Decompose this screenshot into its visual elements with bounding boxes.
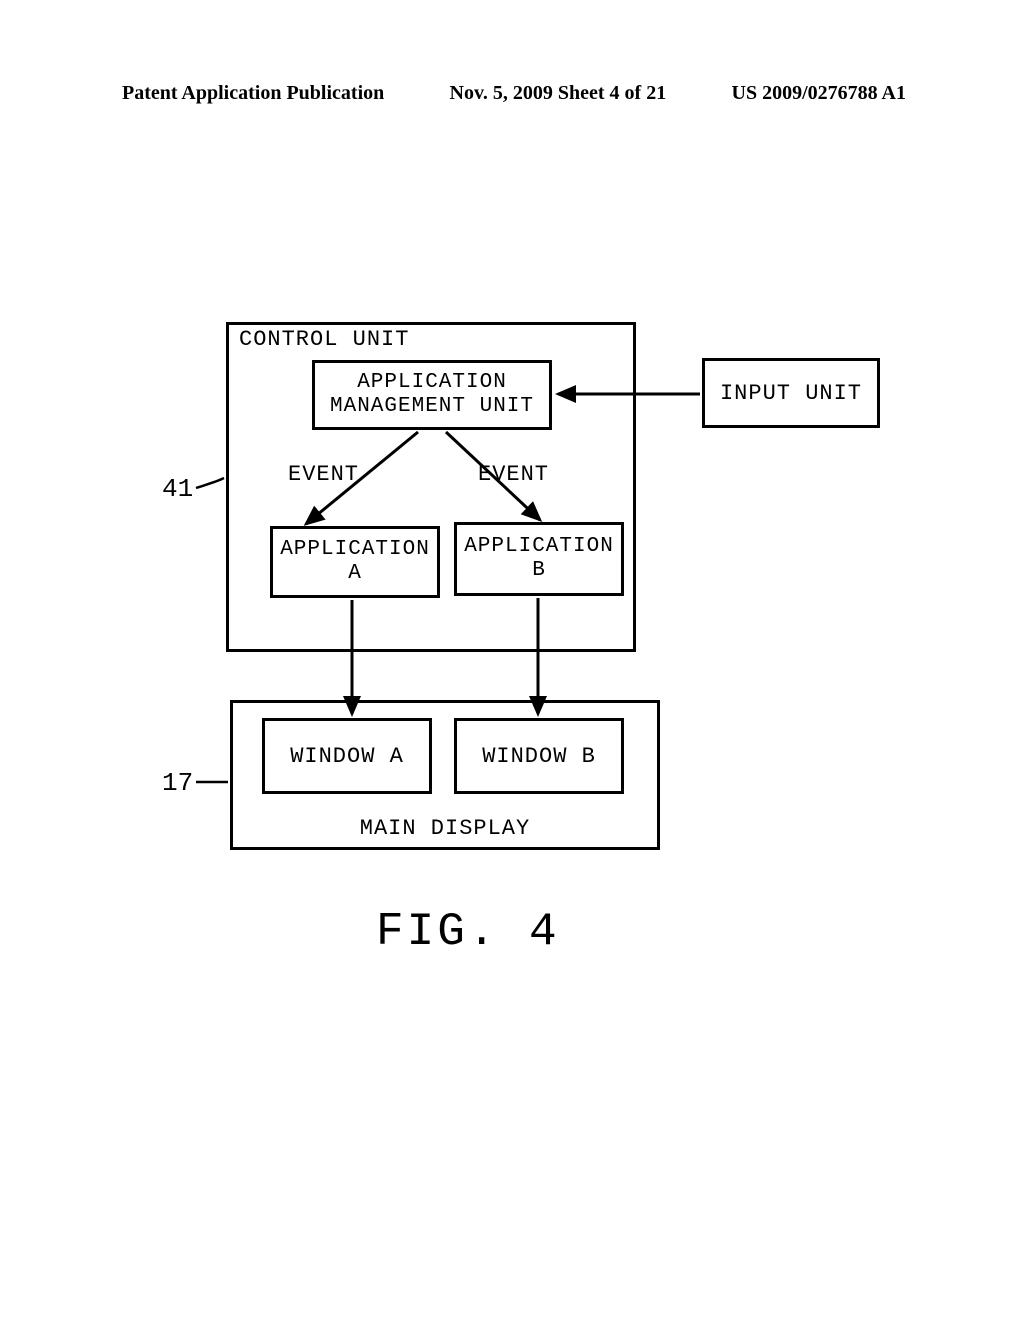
app-management-unit-label: APPLICATION MANAGEMENT UNIT bbox=[330, 371, 534, 419]
control-unit-label: CONTROL UNIT bbox=[239, 327, 409, 352]
figure-title: FIG. 4 bbox=[376, 906, 560, 958]
application-b-label: APPLICATION B bbox=[464, 535, 614, 583]
window-a-label: WINDOW A bbox=[290, 744, 404, 769]
input-unit-label: INPUT UNIT bbox=[720, 381, 862, 406]
main-display-label: MAIN DISPLAY bbox=[233, 816, 657, 841]
event-label-left: EVENT bbox=[288, 462, 359, 487]
figure-diagram: CONTROL UNIT APPLICATION MANAGEMENT UNIT… bbox=[0, 0, 1024, 1320]
application-b-box: APPLICATION B bbox=[454, 522, 624, 596]
page: Patent Application Publication Nov. 5, 2… bbox=[0, 0, 1024, 1320]
window-b-label: WINDOW B bbox=[482, 744, 596, 769]
diagram-arrows bbox=[0, 0, 1024, 1320]
application-a-box: APPLICATION A bbox=[270, 526, 440, 598]
window-b-box: WINDOW B bbox=[454, 718, 624, 794]
input-unit-box: INPUT UNIT bbox=[702, 358, 880, 428]
window-a-box: WINDOW A bbox=[262, 718, 432, 794]
reference-41: 41 bbox=[162, 474, 193, 504]
reference-17: 17 bbox=[162, 768, 193, 798]
event-label-right: EVENT bbox=[478, 462, 549, 487]
app-management-unit-box: APPLICATION MANAGEMENT UNIT bbox=[312, 360, 552, 430]
application-a-label: APPLICATION A bbox=[280, 538, 430, 586]
